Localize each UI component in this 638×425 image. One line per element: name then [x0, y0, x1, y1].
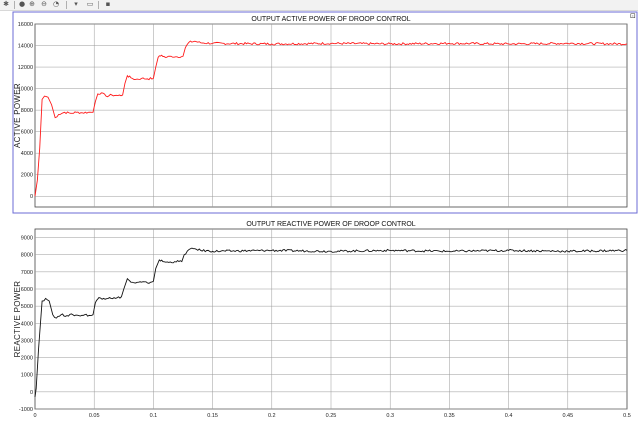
- y-tick-label: 5000: [21, 304, 33, 310]
- zoom-out-icon[interactable]: ⊖: [41, 0, 47, 8]
- y-tick-label: 6000: [21, 287, 33, 293]
- brush-icon[interactable]: ▪: [105, 0, 111, 8]
- y-tick-label: 1000: [21, 373, 33, 379]
- chart-1: ⊡ 0 2000 4000 6000 8000 10000 12000 14000 16000 OU…: [12, 11, 638, 214]
- toolbar-separator: [66, 1, 67, 9]
- figure-toolbar: ✱ ● ⊕ ⊖ ◔ ▾ ▭ ▪: [0, 0, 638, 11]
- y-tick-label: 8000: [21, 108, 33, 114]
- y-axis-label: REACTIVE POWER: [13, 281, 22, 358]
- toolbar-separator: [98, 1, 99, 9]
- x-tick-label: 0.5: [623, 413, 631, 419]
- x-tick-label: 0.15: [207, 413, 218, 419]
- x-tick-label: 0.2: [268, 413, 276, 419]
- chart-title: OUTPUT REACTIVE POWER OF DROOP CONTROL: [246, 221, 415, 228]
- y-tick-label: 4000: [21, 151, 33, 157]
- settings-icon[interactable]: ✱: [3, 0, 9, 8]
- x-tick-label: 0: [33, 413, 36, 419]
- y-tick-label: 6000: [21, 130, 33, 136]
- series-line-1: [34, 247, 628, 398]
- y-tick-label: 2000: [21, 356, 33, 362]
- data-cursor-icon[interactable]: ▭: [86, 0, 94, 8]
- x-tick-label: 0.35: [444, 413, 455, 419]
- y-tick-label: 16000: [18, 22, 33, 28]
- y-tick-label: 2000: [21, 173, 33, 179]
- zoom-in-icon[interactable]: ⊕: [29, 0, 35, 8]
- x-tick-label: 0.1: [150, 413, 158, 419]
- y-axis-label: ACTIVE POWER: [13, 83, 22, 148]
- dock-icon[interactable]: ⊡: [630, 12, 636, 20]
- y-tick-label: 9000: [21, 236, 33, 242]
- y-tick-label: 4000: [21, 321, 33, 327]
- pan-icon[interactable]: ●: [18, 0, 26, 8]
- y-tick-label: 10000: [18, 87, 33, 93]
- chart-2: -100001000200030004000500060007000800090…: [13, 221, 631, 419]
- y-tick-label: 0: [30, 390, 33, 396]
- legend-icon[interactable]: ▾: [74, 0, 78, 8]
- x-tick-label: 0.05: [89, 413, 100, 419]
- selected-axes-border: [12, 11, 638, 214]
- y-tick-label: 7000: [21, 270, 33, 276]
- series-line-1: [34, 40, 628, 197]
- x-tick-label: 0.3: [386, 413, 394, 419]
- chart-title: OUTPUT ACTIVE POWER OF DROOP CONTROL: [251, 16, 410, 23]
- y-tick-label: 8000: [21, 253, 33, 259]
- cursor-icon[interactable]: ◔: [52, 0, 60, 8]
- y-tick-label: 3000: [21, 338, 33, 344]
- y-tick-label: 14000: [18, 44, 33, 50]
- y-tick-label: 12000: [18, 65, 33, 71]
- x-tick-label: 0.25: [326, 413, 337, 419]
- x-tick-label: 0.45: [562, 413, 573, 419]
- y-tick-label: -1000: [19, 407, 33, 413]
- toolbar-separator: [14, 1, 15, 9]
- x-tick-label: 0.4: [505, 413, 513, 419]
- y-tick-label: 0: [30, 194, 33, 200]
